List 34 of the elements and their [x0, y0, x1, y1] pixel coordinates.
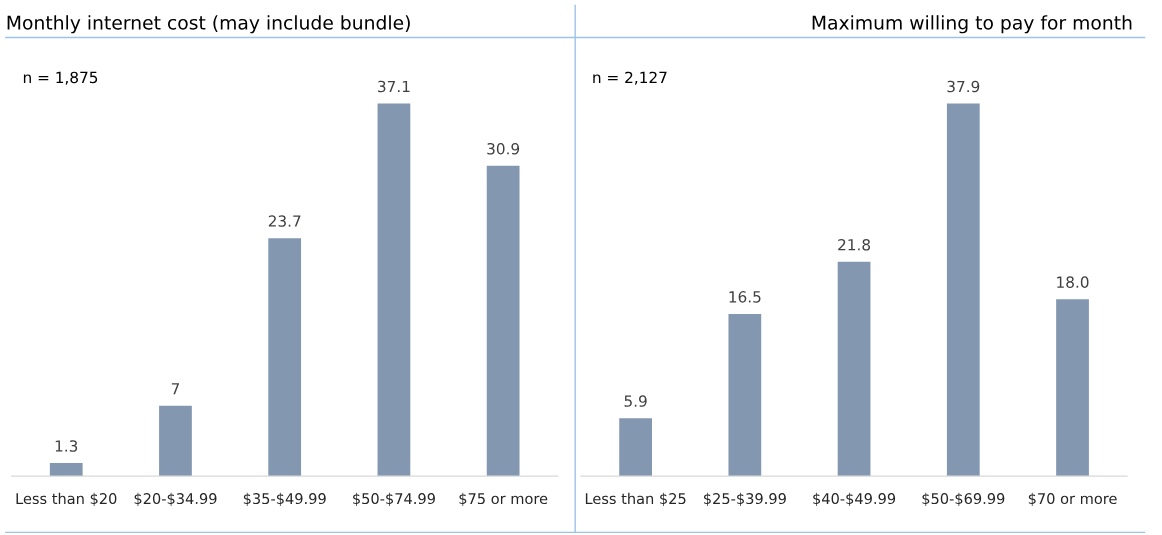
data-label: 1.3	[55, 440, 78, 452]
bar	[49, 463, 83, 477]
bar	[486, 165, 520, 477]
data-label: 5.9	[624, 395, 647, 407]
bar	[159, 405, 192, 477]
x-tick-label: $20-$34.99	[134, 492, 217, 507]
bar	[837, 261, 871, 477]
chart-title: Maximum willing to pay for month	[812, 15, 1132, 34]
data-label: 21.8	[838, 238, 871, 251]
x-tick-label: $35-$49.99	[243, 492, 326, 507]
data-label: 37.9	[947, 80, 980, 93]
x-tick-label: $50-$69.99	[922, 492, 1005, 507]
chart-title: Monthly internet cost (may include bundle)	[7, 15, 410, 34]
x-tick-label: $25-$39.99	[703, 492, 786, 507]
data-label: 23.7	[268, 215, 301, 227]
bar	[1056, 299, 1089, 477]
bar	[268, 238, 302, 477]
x-tick-label: $75 or more	[459, 492, 548, 507]
data-label: 18.0	[1057, 276, 1089, 288]
x-tick-label: $50-$74.99	[353, 492, 435, 507]
bar	[946, 103, 980, 477]
bar	[377, 103, 411, 477]
x-tick-label: Less than $25	[585, 492, 686, 507]
data-label: 7	[171, 383, 180, 395]
text: n = 1,875	[23, 71, 98, 85]
data-label: 16.5	[729, 291, 761, 303]
bar	[619, 418, 652, 477]
text: n = 2,127	[593, 71, 667, 85]
data-label: 37.1	[378, 80, 410, 93]
x-tick-label: Less than $20	[16, 492, 117, 507]
data-label: 30.9	[487, 142, 520, 155]
x-tick-label: $70 or more	[1028, 492, 1117, 507]
x-tick-label: $40-$49.99	[813, 492, 896, 507]
bar	[728, 313, 762, 477]
